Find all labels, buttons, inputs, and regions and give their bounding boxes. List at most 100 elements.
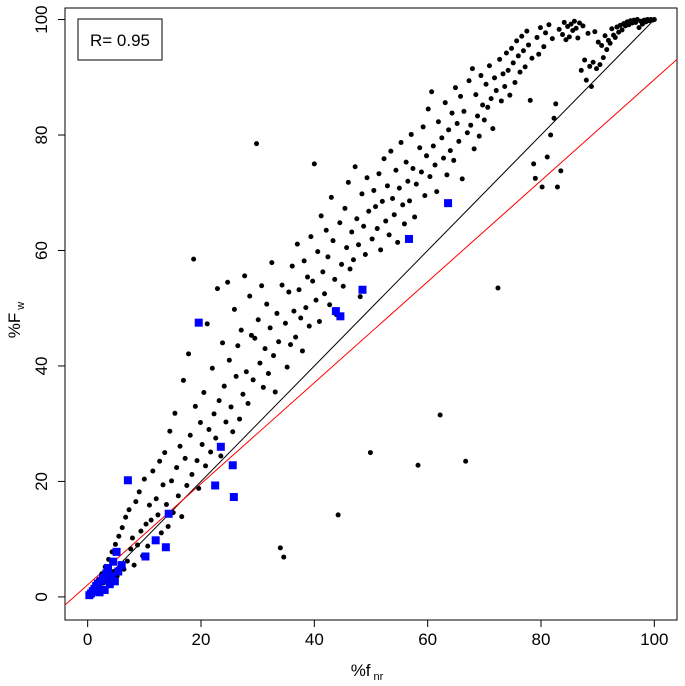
data-point <box>214 286 220 292</box>
data-point <box>544 154 550 160</box>
data-point <box>447 148 453 154</box>
y-tick-label: 20 <box>32 472 51 491</box>
data-point <box>296 287 302 293</box>
data-point <box>281 554 287 560</box>
data-point <box>390 196 396 202</box>
data-point <box>522 64 528 70</box>
data-point <box>600 55 606 61</box>
data-point <box>594 66 600 72</box>
data-point <box>590 59 596 65</box>
data-point <box>366 208 372 214</box>
data-point <box>288 342 294 348</box>
data-point <box>345 179 351 185</box>
data-point <box>153 496 159 502</box>
data-point <box>575 35 581 41</box>
data-point-square <box>358 285 367 294</box>
data-point <box>497 56 503 62</box>
data-point <box>179 514 185 520</box>
data-point <box>318 213 324 219</box>
data-point <box>463 458 469 464</box>
data-point <box>558 168 564 174</box>
data-point <box>543 30 549 36</box>
data-point <box>592 29 598 35</box>
data-point <box>155 512 161 518</box>
data-point <box>503 50 509 56</box>
data-point <box>339 261 345 267</box>
data-point <box>486 63 492 69</box>
data-point <box>441 155 447 161</box>
data-point <box>349 229 355 235</box>
data-point <box>429 89 435 95</box>
data-point <box>459 176 465 182</box>
data-point <box>257 360 263 366</box>
y-tick-label: 0 <box>32 592 51 601</box>
data-point <box>373 204 379 210</box>
data-point <box>495 285 501 291</box>
data-point <box>527 97 533 103</box>
data-point <box>583 77 589 83</box>
data-point <box>531 161 537 167</box>
data-point <box>532 175 538 181</box>
data-point-square <box>95 588 104 597</box>
data-point <box>344 245 350 251</box>
data-point <box>599 43 605 49</box>
data-point <box>563 37 569 43</box>
data-point <box>271 353 277 359</box>
data-point <box>541 44 547 50</box>
data-point-square <box>104 564 113 573</box>
data-point <box>208 449 214 455</box>
data-point <box>475 113 481 119</box>
data-point <box>505 67 511 73</box>
data-point <box>243 369 249 375</box>
data-point <box>254 141 260 147</box>
data-point <box>651 17 657 23</box>
data-point <box>197 420 203 426</box>
data-point <box>247 293 253 299</box>
data-point <box>306 323 312 329</box>
data-point <box>507 92 513 98</box>
data-point <box>201 390 207 396</box>
data-point <box>167 428 173 434</box>
data-point-square <box>123 476 132 485</box>
data-point <box>335 512 341 518</box>
data-point-square <box>161 543 170 552</box>
data-point <box>534 34 540 40</box>
data-point-square <box>100 585 109 594</box>
data-point <box>401 221 407 227</box>
data-point <box>415 462 421 468</box>
data-point <box>452 85 458 91</box>
data-point-square <box>211 481 220 490</box>
data-point <box>396 185 402 191</box>
data-point <box>337 220 343 226</box>
data-point <box>553 101 559 107</box>
data-point-square <box>444 199 453 208</box>
data-point <box>388 148 394 154</box>
data-point <box>323 227 329 233</box>
data-point <box>238 327 244 333</box>
data-point-square <box>194 318 203 327</box>
data-point-square <box>109 557 118 566</box>
data-point <box>230 429 236 435</box>
x-axis-title: %f nr <box>351 661 384 683</box>
data-point <box>515 53 521 59</box>
data-point <box>466 78 472 84</box>
data-point <box>561 19 567 25</box>
data-point <box>607 40 613 46</box>
data-point <box>206 426 212 432</box>
data-point <box>364 175 370 181</box>
data-point <box>573 25 579 31</box>
plot-frame <box>64 7 678 621</box>
data-point <box>537 25 543 31</box>
data-point <box>194 458 200 464</box>
data-point <box>476 133 482 139</box>
data-point <box>133 499 139 505</box>
data-point <box>580 23 586 29</box>
data-point-square <box>164 509 173 518</box>
data-point <box>512 79 518 85</box>
data-point <box>325 254 331 260</box>
data-point <box>418 169 424 175</box>
data-point <box>524 28 530 34</box>
data-point <box>519 33 525 39</box>
data-point <box>340 283 346 289</box>
